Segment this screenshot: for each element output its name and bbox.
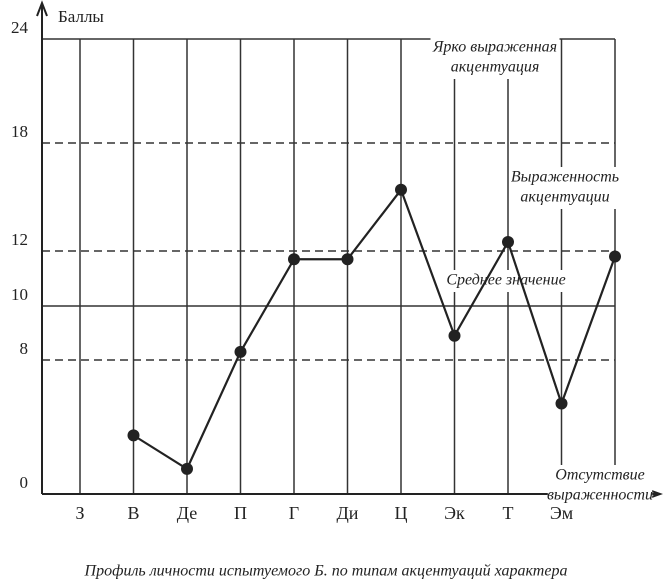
annotation-bg [437,270,575,292]
data-point [609,250,621,263]
data-point [288,253,300,266]
annotation-bg [547,465,653,507]
annotation: Выраженность [511,169,619,186]
annotation-bg [430,37,560,79]
data-point [181,462,193,475]
x-tick-label: Т [503,503,514,523]
y-axis-label: Баллы [58,7,104,26]
x-tick-label: Г [289,503,299,523]
annotation: Среднее значение [446,272,565,289]
annotation-bg [512,167,618,209]
x-tick-label: В [127,503,139,523]
y-tick-label: 24 [11,18,29,37]
y-tick-label: 0 [20,473,29,492]
x-tick-label: Де [177,503,198,523]
data-point [448,329,461,342]
annotation: акцентуации [520,189,609,206]
data-line [132,187,617,471]
annotation: Ярко выраженная [432,39,557,56]
annotation: выраженности [547,487,653,504]
annotation: Отсутствие [555,467,644,484]
x-tick-label: Ц [395,503,408,523]
y-tick-label: 12 [11,230,28,249]
annotation: акцентуация [451,59,540,76]
data-point [234,345,247,358]
data-point [502,236,514,248]
y-tick-label: 8 [20,339,29,358]
x-tick-label: Ди [337,503,359,523]
x-tick-label: Эм [550,503,573,523]
x-tick-label: П [234,503,247,523]
y-tick-label: 18 [11,122,28,141]
y-tick-label: 10 [11,285,28,304]
x-tick-label: Эк [444,503,465,523]
x-tick-label: З [75,503,84,523]
data-point [341,253,354,266]
y-axis-arrow [36,0,48,17]
data-point [555,397,568,410]
data-point [127,429,140,442]
data-point [395,183,407,196]
caption: Профиль личности испытуемого Б. по типам… [84,563,568,580]
